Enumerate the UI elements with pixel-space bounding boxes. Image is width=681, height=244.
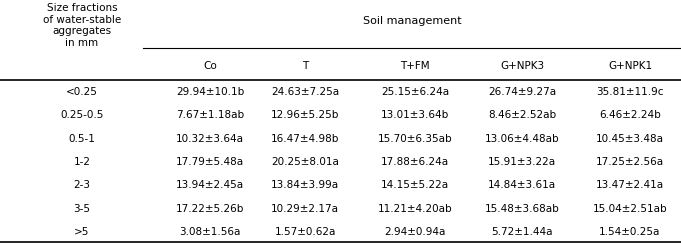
Text: 35.81±11.9c: 35.81±11.9c bbox=[597, 87, 664, 97]
Text: 3-5: 3-5 bbox=[74, 204, 91, 214]
Text: 24.63±7.25a: 24.63±7.25a bbox=[271, 87, 339, 97]
Text: 7.67±1.18ab: 7.67±1.18ab bbox=[176, 110, 244, 120]
Text: 0.25-0.5: 0.25-0.5 bbox=[61, 110, 104, 120]
Text: 13.06±4.48ab: 13.06±4.48ab bbox=[485, 133, 559, 143]
Text: >5: >5 bbox=[74, 227, 90, 237]
Text: 17.88±6.24a: 17.88±6.24a bbox=[381, 157, 449, 167]
Text: 17.22±5.26b: 17.22±5.26b bbox=[176, 204, 244, 214]
Text: 14.15±5.22a: 14.15±5.22a bbox=[381, 180, 449, 190]
Text: G+NPK3: G+NPK3 bbox=[500, 61, 544, 71]
Text: 5.72±1.44a: 5.72±1.44a bbox=[491, 227, 553, 237]
Text: 15.48±3.68ab: 15.48±3.68ab bbox=[485, 204, 559, 214]
Text: 1-2: 1-2 bbox=[74, 157, 91, 167]
Text: 10.45±3.48a: 10.45±3.48a bbox=[596, 133, 664, 143]
Text: T+FM: T+FM bbox=[400, 61, 430, 71]
Text: 1.54±0.25a: 1.54±0.25a bbox=[599, 227, 661, 237]
Text: 15.91±3.22a: 15.91±3.22a bbox=[488, 157, 556, 167]
Text: 13.47±2.41a: 13.47±2.41a bbox=[596, 180, 664, 190]
Text: 1.57±0.62a: 1.57±0.62a bbox=[274, 227, 336, 237]
Text: 17.79±5.48a: 17.79±5.48a bbox=[176, 157, 244, 167]
Text: 0.5-1: 0.5-1 bbox=[69, 133, 95, 143]
Text: 10.32±3.64a: 10.32±3.64a bbox=[176, 133, 244, 143]
Text: 13.01±3.64b: 13.01±3.64b bbox=[381, 110, 449, 120]
Text: 2-3: 2-3 bbox=[74, 180, 91, 190]
Text: 13.84±3.99a: 13.84±3.99a bbox=[271, 180, 339, 190]
Text: 2.94±0.94a: 2.94±0.94a bbox=[384, 227, 445, 237]
Text: 17.25±2.56a: 17.25±2.56a bbox=[596, 157, 664, 167]
Text: 8.46±2.52ab: 8.46±2.52ab bbox=[488, 110, 556, 120]
Text: 6.46±2.24b: 6.46±2.24b bbox=[599, 110, 661, 120]
Text: 29.94±10.1b: 29.94±10.1b bbox=[176, 87, 244, 97]
Text: T: T bbox=[302, 61, 308, 71]
Text: Co: Co bbox=[203, 61, 217, 71]
Text: 13.94±2.45a: 13.94±2.45a bbox=[176, 180, 244, 190]
Text: 16.47±4.98b: 16.47±4.98b bbox=[271, 133, 339, 143]
Text: 11.21±4.20ab: 11.21±4.20ab bbox=[378, 204, 452, 214]
Text: <0.25: <0.25 bbox=[66, 87, 98, 97]
Text: 20.25±8.01a: 20.25±8.01a bbox=[271, 157, 339, 167]
Text: 15.04±2.51ab: 15.04±2.51ab bbox=[592, 204, 667, 214]
Text: 12.96±5.25b: 12.96±5.25b bbox=[271, 110, 339, 120]
Text: 14.84±3.61a: 14.84±3.61a bbox=[488, 180, 556, 190]
Text: 10.29±2.17a: 10.29±2.17a bbox=[271, 204, 339, 214]
Text: G+NPK1: G+NPK1 bbox=[608, 61, 652, 71]
Text: Soil management: Soil management bbox=[363, 16, 461, 26]
Text: 15.70±6.35ab: 15.70±6.35ab bbox=[378, 133, 452, 143]
Text: 25.15±6.24a: 25.15±6.24a bbox=[381, 87, 449, 97]
Text: Size fractions
of water-stable
aggregates
in mm: Size fractions of water-stable aggregate… bbox=[43, 3, 121, 48]
Text: 3.08±1.56a: 3.08±1.56a bbox=[179, 227, 240, 237]
Text: 26.74±9.27a: 26.74±9.27a bbox=[488, 87, 556, 97]
